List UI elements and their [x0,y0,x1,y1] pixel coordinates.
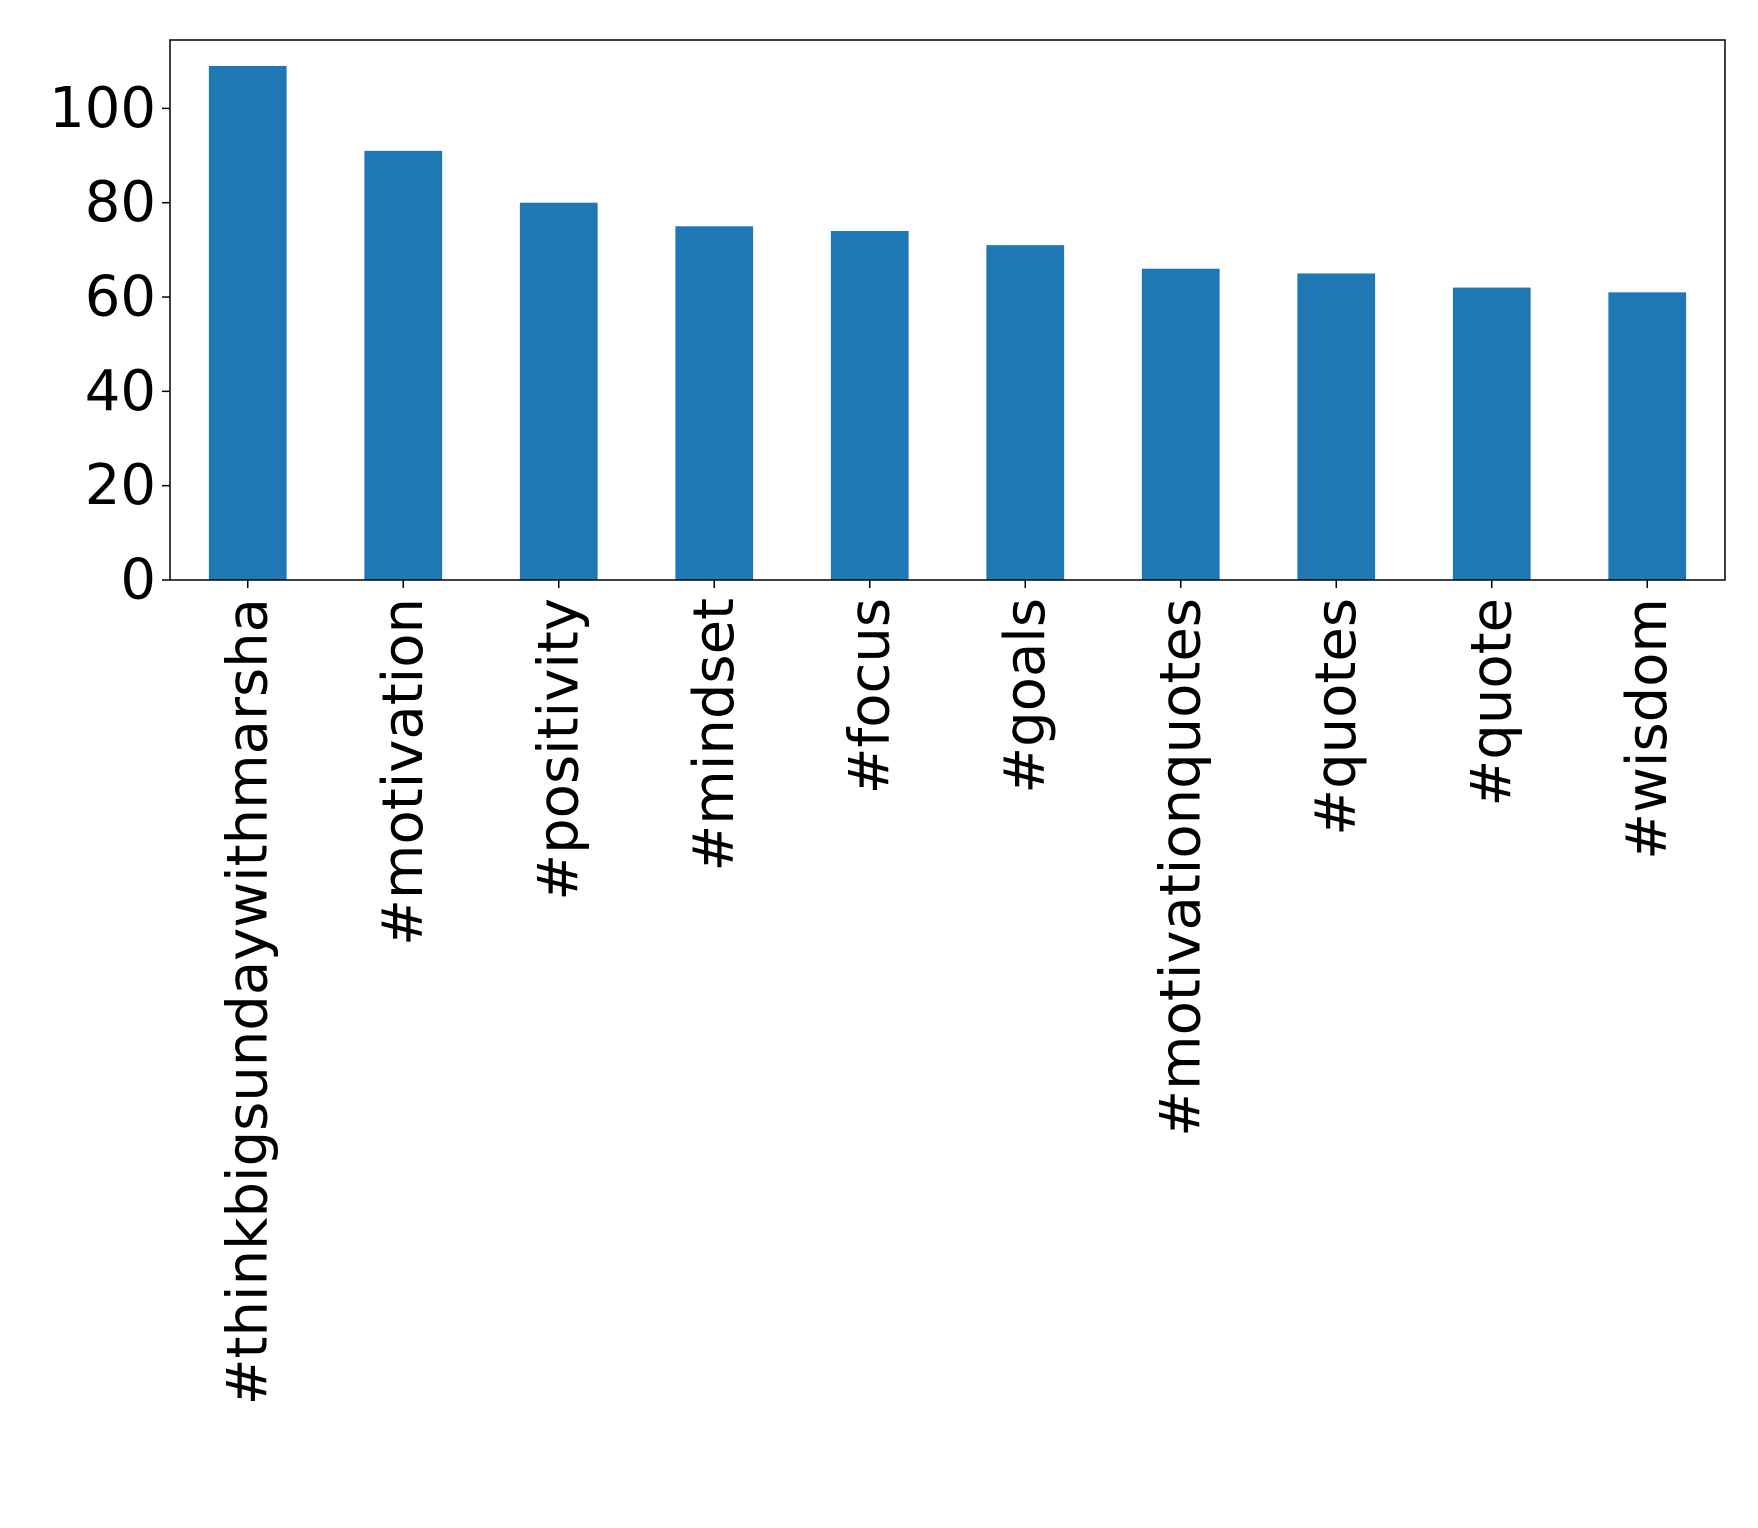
bar [830,231,909,580]
x-tick-label: #quote [1459,598,1524,807]
y-tick-label: 0 [120,548,156,613]
bars-group [208,65,1687,581]
y-tick-label: 100 [49,76,156,141]
x-axis-ticks: #thinkbigsundaywithmarsha #motivation #pos… [215,580,1680,1405]
plot-frame [169,39,1726,581]
x-tick-label: #mindset [682,598,747,872]
x-tick-label: #focus [837,598,902,794]
y-tick-label: 60 [85,265,156,330]
bar [1452,287,1531,580]
y-tick-label: 40 [85,359,156,424]
y-tick-label: 80 [85,170,156,235]
bar [1141,268,1220,580]
x-tick-label: #positivity [526,598,591,901]
y-axis-ticks: 0 20 40 60 80 100 [49,76,170,613]
bar [519,202,598,580]
x-tick-label: #quotes [1304,598,1369,836]
x-tick-label: #motivationquotes [1148,598,1213,1137]
bar [986,245,1065,580]
y-tick-label: 20 [85,453,156,518]
x-tick-label: #thinkbigsundaywithmarsha [215,598,280,1405]
x-tick-label: #goals [993,598,1058,794]
bar [364,150,443,580]
bar [1608,292,1687,580]
x-tick-label: #motivation [371,598,436,946]
bar [1297,273,1376,580]
x-tick-label: #wisdom [1615,598,1680,860]
bar [208,65,287,581]
bar [675,226,754,580]
